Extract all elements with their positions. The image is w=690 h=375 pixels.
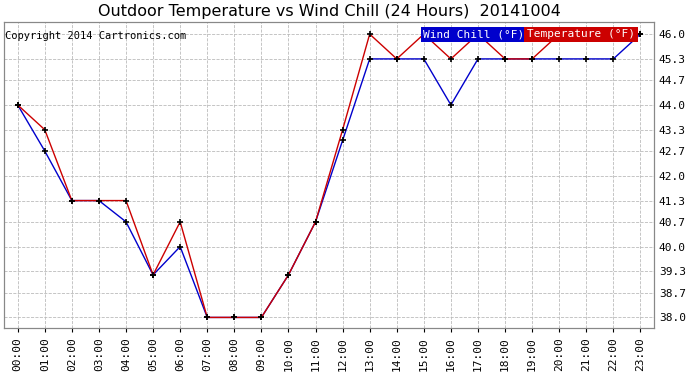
- Text: Wind Chill (°F): Wind Chill (°F): [423, 29, 524, 39]
- Text: Temperature (°F): Temperature (°F): [527, 29, 635, 39]
- Text: Copyright 2014 Cartronics.com: Copyright 2014 Cartronics.com: [6, 31, 187, 41]
- Title: Outdoor Temperature vs Wind Chill (24 Hours)  20141004: Outdoor Temperature vs Wind Chill (24 Ho…: [97, 4, 560, 19]
